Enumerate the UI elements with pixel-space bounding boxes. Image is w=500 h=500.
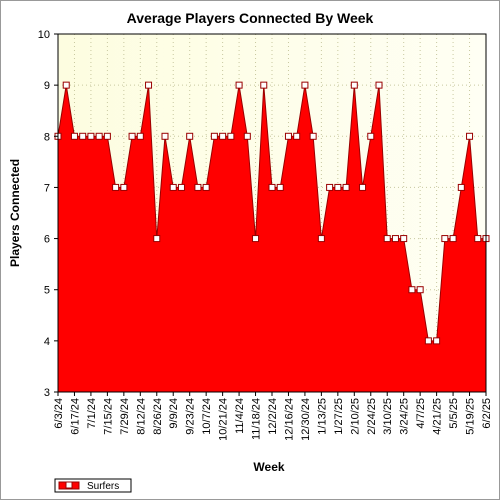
data-point <box>235 81 243 89</box>
data-point <box>210 132 218 140</box>
data-point <box>153 235 161 243</box>
data-point <box>202 183 210 191</box>
x-tick-label: 12/2/24 <box>267 398 279 435</box>
data-point <box>268 183 276 191</box>
data-point <box>457 183 465 191</box>
y-tick-label: 8 <box>44 131 50 143</box>
data-point <box>334 183 342 191</box>
x-tick-label: 8/12/24 <box>135 398 147 435</box>
x-tick-label: 2/24/25 <box>366 398 378 435</box>
data-point <box>383 235 391 243</box>
x-tick-label: 3/24/25 <box>399 398 411 435</box>
x-tick-label: 12/30/24 <box>300 398 312 441</box>
data-point <box>128 132 136 140</box>
data-point <box>408 286 416 294</box>
x-axis-ticks: 6/3/24 6/17/24 7/1/24 7/15/24 7/29/24 8/12/24… <box>53 392 493 441</box>
x-tick-label: 7/1/24 <box>86 398 98 429</box>
data-point <box>317 235 325 243</box>
y-tick-label: 5 <box>44 285 50 297</box>
data-point <box>441 235 449 243</box>
x-tick-label: 8/26/24 <box>152 398 164 435</box>
x-tick-label: 10/21/24 <box>218 398 230 441</box>
series-area-surfers <box>57 85 487 393</box>
chart-title: Average Players Connected By Week <box>127 10 374 26</box>
x-tick-label: 3/10/25 <box>382 398 394 435</box>
y-tick-label: 10 <box>38 29 50 41</box>
data-point <box>136 132 144 140</box>
x-tick-label: 9/9/24 <box>168 398 180 429</box>
y-tick-label: 4 <box>44 336 50 348</box>
data-point <box>260 81 268 89</box>
data-point <box>276 183 284 191</box>
data-point <box>400 235 408 243</box>
data-point <box>169 183 177 191</box>
x-tick-label: 5/19/25 <box>465 398 477 435</box>
legend: Surfers <box>54 478 132 493</box>
legend-marker <box>65 481 73 489</box>
data-point <box>219 132 227 140</box>
x-tick-label: 6/3/24 <box>53 398 65 429</box>
data-point <box>375 81 383 89</box>
data-point <box>177 183 185 191</box>
y-tick-label: 6 <box>44 234 50 246</box>
data-point <box>433 337 441 345</box>
data-point <box>62 81 70 89</box>
x-tick-label: 5/5/25 <box>448 398 460 429</box>
data-point <box>112 183 120 191</box>
y-tick-label: 7 <box>44 182 50 194</box>
data-point <box>391 235 399 243</box>
data-point <box>194 183 202 191</box>
data-point <box>342 183 350 191</box>
data-point <box>87 132 95 140</box>
y-axis-ticks: 3 4 5 6 7 8 9 10 <box>38 29 58 399</box>
data-point <box>474 235 482 243</box>
x-tick-label: 4/7/25 <box>415 398 427 429</box>
x-tick-label: 9/23/24 <box>185 398 197 435</box>
plot-area <box>54 33 490 393</box>
x-axis-label: Week <box>253 460 284 474</box>
x-tick-label: 12/16/24 <box>283 398 295 441</box>
data-point <box>293 132 301 140</box>
data-point <box>70 132 78 140</box>
data-point <box>326 183 334 191</box>
data-point <box>301 81 309 89</box>
y-axis-label: Players Connected <box>8 159 22 267</box>
data-point <box>367 132 375 140</box>
x-tick-label: 4/21/25 <box>432 398 444 435</box>
data-point <box>449 235 457 243</box>
x-tick-label: 6/2/25 <box>481 398 493 429</box>
x-tick-label: 1/27/25 <box>333 398 345 435</box>
data-point <box>350 81 358 89</box>
x-tick-label: 7/15/24 <box>102 398 114 435</box>
data-point <box>186 132 194 140</box>
data-point <box>161 132 169 140</box>
data-point <box>103 132 111 140</box>
data-point <box>359 183 367 191</box>
x-tick-label: 2/10/25 <box>349 398 361 435</box>
data-point <box>424 337 432 345</box>
x-tick-label: 1/13/25 <box>316 398 328 435</box>
x-tick-label: 10/7/24 <box>201 398 213 435</box>
data-point <box>243 132 251 140</box>
data-point <box>227 132 235 140</box>
data-point <box>309 132 317 140</box>
x-tick-label: 11/4/24 <box>234 398 246 434</box>
data-point <box>79 132 87 140</box>
data-point <box>252 235 260 243</box>
x-tick-label: 6/17/24 <box>69 398 81 435</box>
y-tick-label: 9 <box>44 80 50 92</box>
legend-label-surfers: Surfers <box>87 481 119 492</box>
data-point <box>95 132 103 140</box>
data-point <box>466 132 474 140</box>
data-point <box>120 183 128 191</box>
data-point <box>416 286 424 294</box>
x-tick-label: 11/18/24 <box>251 398 263 440</box>
data-point <box>284 132 292 140</box>
x-tick-label: 7/29/24 <box>119 398 131 435</box>
y-tick-label: 3 <box>44 387 50 399</box>
data-point <box>145 81 153 89</box>
